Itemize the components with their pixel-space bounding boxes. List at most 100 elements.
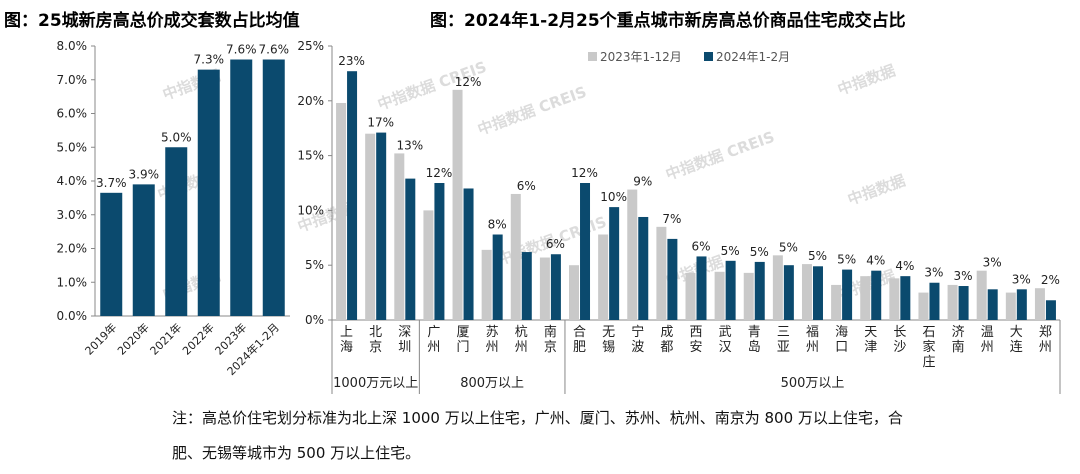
right-bar-label: 3% (983, 256, 1002, 270)
right-bar-2023 (1034, 288, 1045, 320)
right-y-tick-label: 0% (305, 313, 324, 327)
right-bar-label: 13% (396, 138, 423, 152)
right-y-tick-label: 15% (297, 149, 324, 163)
right-bar-2024 (871, 270, 882, 320)
right-category-char: 三 (777, 325, 790, 340)
right-bar-2023 (860, 276, 871, 320)
right-bar-2023 (656, 226, 667, 320)
right-category-char: 连 (1010, 339, 1023, 355)
right-bar-label: 6% (546, 237, 565, 251)
right-bar-2024 (609, 207, 620, 320)
right-category-char: 州 (981, 340, 994, 355)
right-category-char: 武 (719, 325, 732, 340)
left-y-tick-label: 4.0% (57, 174, 88, 188)
right-category-char: 岛 (748, 339, 761, 355)
right-bar-2024 (434, 183, 445, 320)
right-category-char: 都 (660, 340, 673, 355)
group-label: 1000万元以上 (333, 376, 418, 391)
right-category-char: 州 (806, 340, 819, 355)
right-category-char: 北 (369, 325, 382, 340)
right-bar-label: 3% (1012, 272, 1031, 286)
right-bar-label: 2% (1041, 273, 1060, 287)
right-bar-label: 12% (455, 75, 482, 89)
right-bar-2023 (452, 89, 463, 320)
right-bar-label: 9% (633, 175, 652, 189)
right-bar-2024 (463, 188, 474, 320)
left-bar-label: 7.3% (194, 53, 225, 67)
right-category-char: 海 (835, 325, 848, 340)
right-bar-2023 (481, 249, 492, 320)
right-bar-2023 (365, 133, 376, 320)
right-chart-title: 图：2024年1-2月25个重点城市新房高总价商品住宅成交占比 (430, 11, 906, 31)
left-bar-label: 7.6% (259, 43, 290, 57)
right-bar-2024 (812, 266, 823, 320)
left-bar-label: 7.6% (226, 43, 257, 57)
left-y-tick-label: 1.0% (57, 275, 88, 289)
right-category-char: 南 (544, 324, 557, 340)
left-y-tick-label: 2.0% (57, 242, 88, 256)
watermark-text: 中指数据 CREIS (663, 128, 777, 184)
right-category-char: 肥 (573, 340, 586, 355)
right-bar-2023 (772, 255, 783, 320)
right-bar-2024 (521, 252, 532, 320)
left-bar (197, 69, 220, 316)
right-bar-2024 (1016, 289, 1027, 320)
left-y-tick-label: 3.0% (57, 208, 88, 222)
watermark-text: 中指数据 (835, 61, 898, 98)
right-category-char: 海 (340, 340, 353, 355)
right-category-char: 庄 (922, 354, 935, 370)
right-category-char: 深 (398, 325, 411, 340)
right-y-tick-label: 25% (297, 39, 324, 53)
right-bar-2023 (539, 257, 550, 320)
right-bar-2023 (889, 278, 900, 320)
left-y-tick-label: 8.0% (57, 39, 88, 53)
right-bar-label: 8% (488, 218, 507, 232)
left-y-tick-label: 6.0% (57, 107, 88, 121)
group-label: 500万以上 (781, 376, 845, 391)
right-bar-2023 (831, 284, 842, 320)
right-bar-2024 (492, 234, 503, 320)
left-category-label: 2021年 (147, 320, 184, 357)
right-bar-2024 (929, 282, 940, 320)
right-category-char: 州 (427, 340, 440, 355)
right-category-char: 石 (922, 325, 935, 340)
right-bar-2023 (743, 272, 754, 320)
right-category-char: 锡 (602, 340, 615, 355)
right-bar-label: 4% (895, 259, 914, 273)
right-bar-label: 6% (691, 239, 710, 253)
right-category-char: 波 (631, 340, 644, 355)
right-category-char: 圳 (398, 340, 411, 355)
right-bar-label: 17% (367, 116, 394, 130)
left-category-label: 2022年 (179, 320, 216, 357)
right-category-char: 津 (864, 340, 877, 355)
right-bar-2023 (627, 189, 638, 320)
left-bar-label: 3.7% (96, 176, 127, 190)
right-bar-label: 12% (426, 166, 453, 180)
right-bar-label: 3% (924, 266, 943, 280)
right-bar-2024 (550, 254, 561, 320)
legend-label-2024: 2024年1-2月 (716, 50, 790, 64)
right-bar-2024 (376, 132, 387, 320)
right-category-char: 厦 (457, 325, 470, 340)
right-bar-2023 (394, 153, 405, 320)
watermark-text: 中指数据 (845, 171, 908, 208)
right-category-char: 福 (806, 325, 819, 340)
left-category-label: 2020年 (114, 320, 151, 357)
right-bar-2024 (725, 260, 736, 320)
right-bar-2024 (696, 256, 707, 320)
right-bar-2024 (1045, 300, 1056, 320)
legend-label-2023: 2023年1-12月 (600, 50, 682, 64)
right-category-char: 上 (340, 325, 353, 340)
left-bar (230, 59, 253, 316)
right-bar-2023 (801, 264, 812, 320)
left-y-tick-label: 0.0% (57, 309, 88, 323)
right-bar-2024 (783, 265, 794, 320)
footnote-line-1: 注：高总价住宅划分标准为北上深 1000 万以上住宅，广州、厦门、苏州、杭州、南… (172, 409, 903, 427)
right-bar-2023 (1005, 292, 1016, 320)
right-category-char: 苏 (486, 324, 499, 340)
right-bar-label: 4% (866, 254, 885, 268)
left-bar-label: 5.0% (161, 130, 192, 144)
right-bar-label: 5% (721, 244, 740, 258)
right-category-char: 广 (427, 325, 440, 340)
